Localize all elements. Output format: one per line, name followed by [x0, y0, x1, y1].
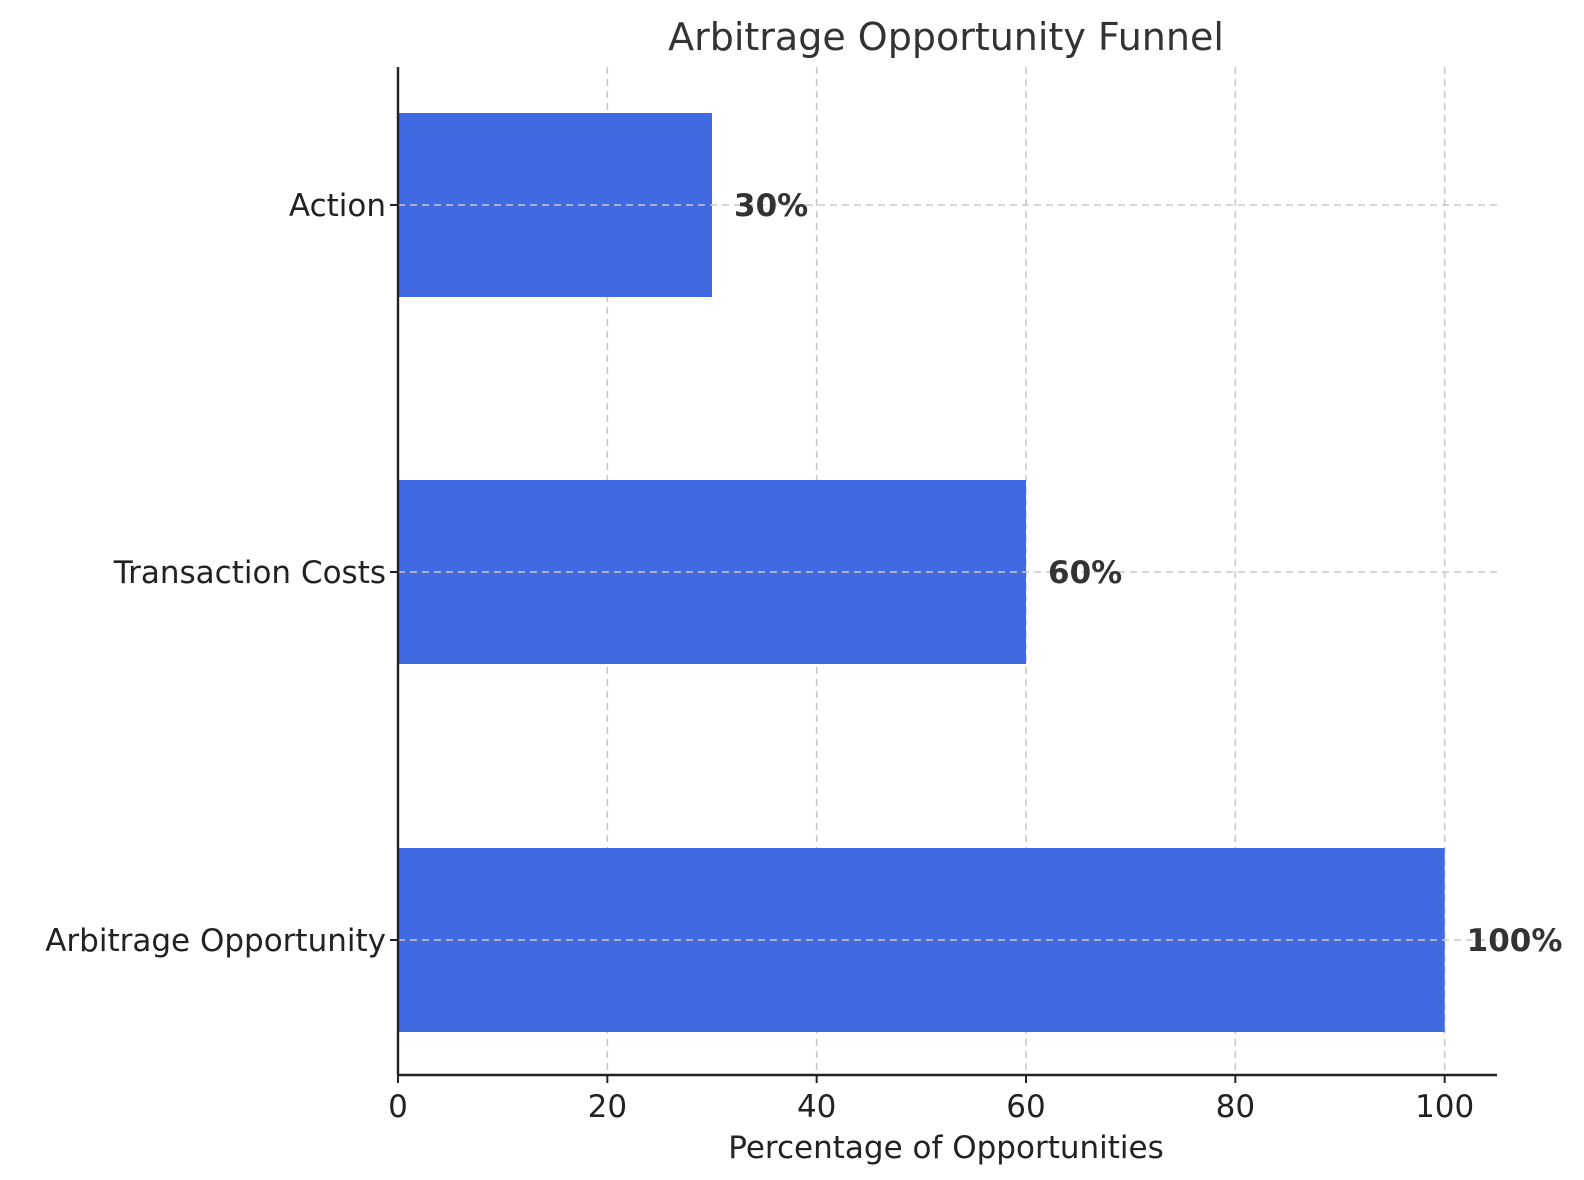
label-layer: 100% 60% 30%	[734, 188, 1562, 959]
x-tick-label: 60	[1006, 1089, 1045, 1125]
data-label: 100%	[1467, 923, 1563, 959]
x-tick-label: 40	[797, 1089, 836, 1125]
chart-title: Arbitrage Opportunity Funnel	[668, 15, 1224, 59]
y-tick-label: Transaction Costs	[113, 555, 386, 591]
data-label: 30%	[734, 188, 808, 224]
x-tick-label: 80	[1216, 1089, 1255, 1125]
y-tick-label: Arbitrage Opportunity	[45, 923, 386, 959]
data-label: 60%	[1048, 555, 1122, 591]
x-tick-label: 100	[1415, 1089, 1474, 1125]
x-tick-label: 20	[588, 1089, 627, 1125]
hgrid-layer	[398, 204, 1497, 941]
y-tick-label: Action	[289, 188, 386, 224]
x-axis-label: Percentage of Opportunities	[728, 1130, 1164, 1166]
tick-layer: 0 20 40 60 80 100 Arbitrage Opportunity Transac…	[45, 188, 1474, 1125]
x-tick-label: 0	[388, 1089, 408, 1125]
